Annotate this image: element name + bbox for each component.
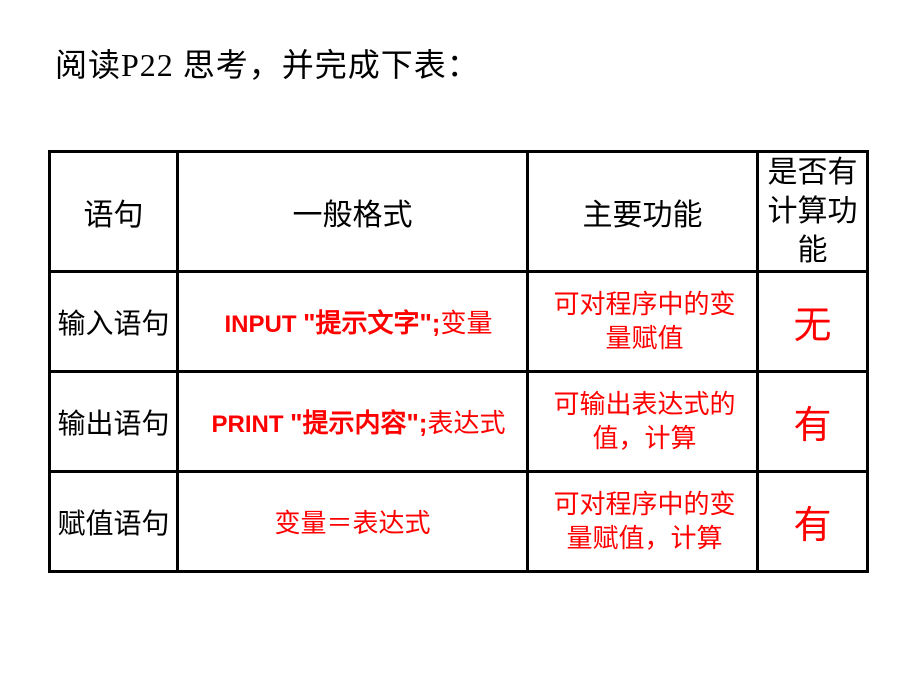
statement-table: 语句 一般格式 主要功能 是否有计算功能 输入语句 INPUT "提示文字";变… [48, 150, 869, 573]
row2-keyword: PRINT [211, 411, 290, 438]
row1-function: 可对程序中的变量赋值 [528, 272, 758, 372]
header-calc: 是否有计算功能 [758, 152, 868, 272]
row2-rest: 表达式 [427, 409, 505, 438]
page-title: 阅读P22 思考，并完成下表： [55, 40, 480, 86]
header-stmt: 语句 [50, 152, 178, 272]
row1-rest: 变量 [440, 309, 492, 338]
row3-rest: 变量＝表达式 [274, 509, 430, 538]
header-function: 主要功能 [528, 152, 758, 272]
table-row: 输入语句 INPUT "提示文字";变量 可对程序中的变量赋值 无 [50, 272, 868, 372]
table-row: 输出语句 PRINT "提示内容";表达式 可输出表达式的值，计算 有 [50, 372, 868, 472]
row2-calc: 有 [758, 372, 868, 472]
header-format: 一般格式 [178, 152, 528, 272]
row1-calc: 无 [758, 272, 868, 372]
row3-function: 可对程序中的变量赋值，计算 [528, 472, 758, 572]
row2-quote: "提示内容"; [290, 408, 427, 438]
row2-function: 可输出表达式的值，计算 [528, 372, 758, 472]
row3-stmt: 赋值语句 [50, 472, 178, 572]
row2-stmt: 输出语句 [50, 372, 178, 472]
row2-format: PRINT "提示内容";表达式 [178, 372, 528, 472]
table-header-row: 语句 一般格式 主要功能 是否有计算功能 [50, 152, 868, 272]
row1-keyword: INPUT [224, 311, 303, 338]
table-row: 赋值语句 变量＝表达式 可对程序中的变量赋值，计算 有 [50, 472, 868, 572]
row1-stmt: 输入语句 [50, 272, 178, 372]
row1-format: INPUT "提示文字";变量 [178, 272, 528, 372]
row1-quote: "提示文字"; [303, 308, 440, 338]
row3-format: 变量＝表达式 [178, 472, 528, 572]
row3-calc: 有 [758, 472, 868, 572]
